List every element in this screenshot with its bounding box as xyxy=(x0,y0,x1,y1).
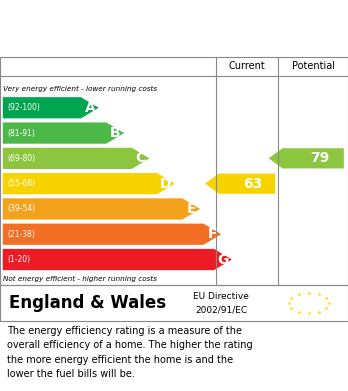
Text: Very energy efficient - lower running costs: Very energy efficient - lower running co… xyxy=(3,86,158,91)
Polygon shape xyxy=(3,198,200,220)
Polygon shape xyxy=(3,97,99,118)
Text: (92-100): (92-100) xyxy=(7,103,40,112)
Text: (21-38): (21-38) xyxy=(7,230,35,239)
Text: (81-91): (81-91) xyxy=(7,129,35,138)
Text: (1-20): (1-20) xyxy=(7,255,30,264)
Polygon shape xyxy=(269,148,344,169)
Text: Current: Current xyxy=(229,61,266,72)
Text: A: A xyxy=(85,101,95,115)
Polygon shape xyxy=(3,148,149,169)
Text: G: G xyxy=(217,253,229,267)
Text: 63: 63 xyxy=(243,177,262,191)
Polygon shape xyxy=(3,249,232,270)
Text: D: D xyxy=(160,177,172,191)
Text: E: E xyxy=(187,202,196,216)
Polygon shape xyxy=(3,173,175,194)
Text: (69-80): (69-80) xyxy=(7,154,35,163)
Text: (39-54): (39-54) xyxy=(7,204,35,213)
Text: F: F xyxy=(208,227,217,241)
Text: England & Wales: England & Wales xyxy=(9,294,166,312)
Polygon shape xyxy=(205,174,275,194)
Text: Potential: Potential xyxy=(292,61,335,72)
Text: C: C xyxy=(135,151,146,165)
Text: B: B xyxy=(110,126,120,140)
Polygon shape xyxy=(3,122,124,143)
Text: The energy efficiency rating is a measure of the
overall efficiency of a home. T: The energy efficiency rating is a measur… xyxy=(7,326,253,379)
Text: 79: 79 xyxy=(310,151,329,165)
Polygon shape xyxy=(3,224,221,245)
Text: EU Directive
2002/91/EC: EU Directive 2002/91/EC xyxy=(193,292,249,314)
Text: Not energy efficient - higher running costs: Not energy efficient - higher running co… xyxy=(3,276,158,282)
Text: Energy Efficiency Rating: Energy Efficiency Rating xyxy=(9,32,230,47)
Text: (55-68): (55-68) xyxy=(7,179,35,188)
